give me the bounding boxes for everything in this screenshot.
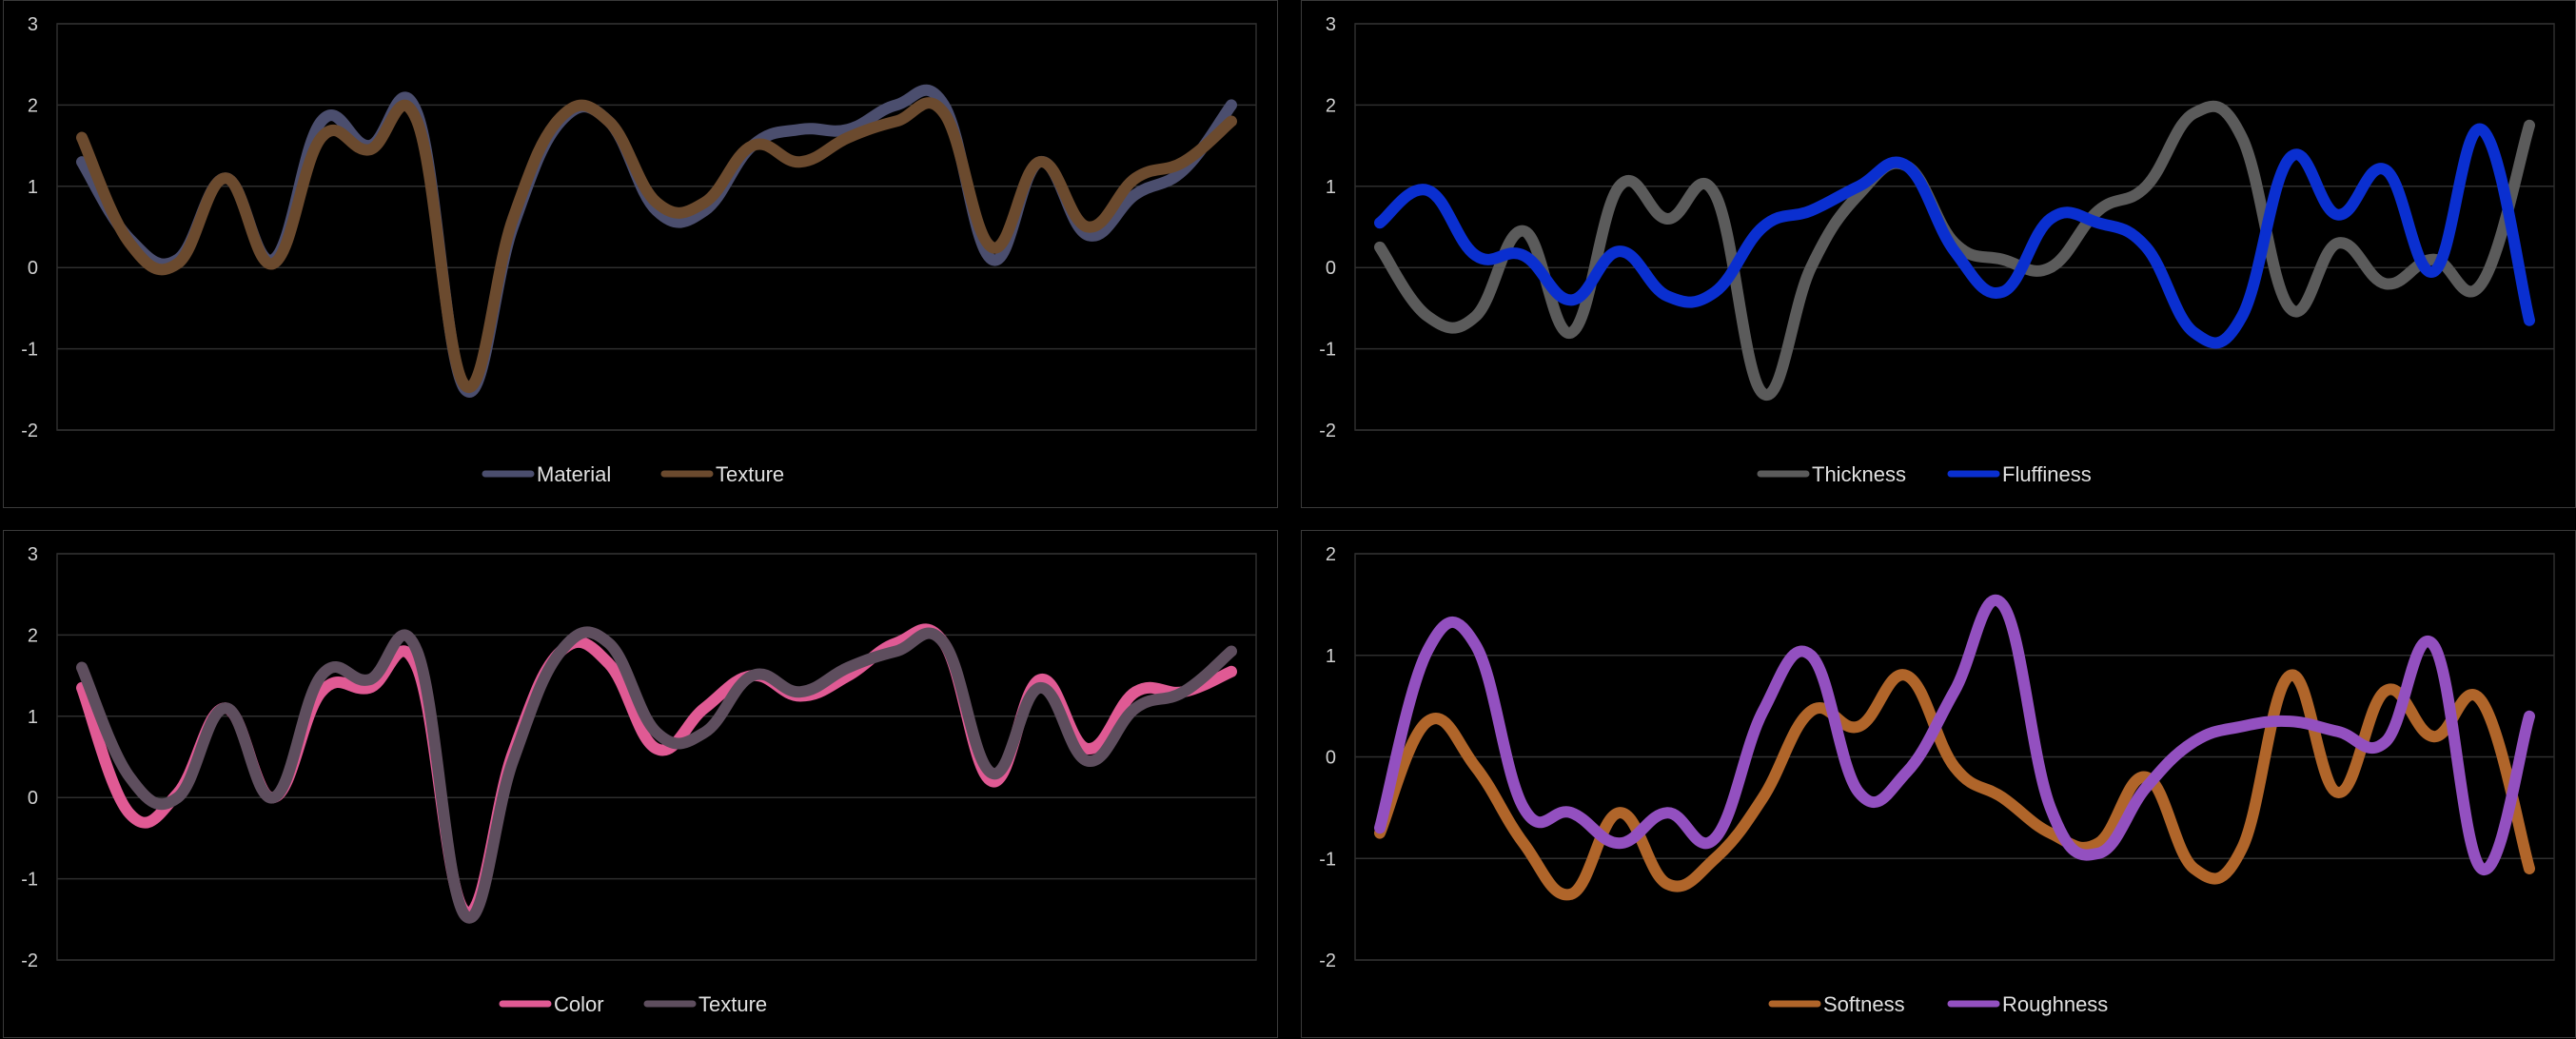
line-chart-thickness-fluffiness: 3 2 1 0 -1 -2 Thickness Fluffiness xyxy=(1319,14,2555,486)
legend-label-softness: Softness xyxy=(1823,992,1905,1016)
y-tick-label: 3 xyxy=(28,544,38,565)
y-tick-label: 2 xyxy=(1326,95,1336,116)
y-tick-label: 0 xyxy=(28,788,38,809)
chart-panel-top-left: 3 2 1 0 -1 -2 Material Texture xyxy=(3,0,1278,508)
y-tick-label: -2 xyxy=(1319,951,1336,971)
y-tick-label: 2 xyxy=(1326,544,1336,565)
y-tick-label: -1 xyxy=(21,340,38,361)
chart-panel-bottom-left: 3 2 1 0 -1 -2 Color Texture xyxy=(3,530,1278,1038)
y-tick-label: 2 xyxy=(28,625,38,646)
y-tick-label: 0 xyxy=(1326,258,1336,279)
y-tick-label: -1 xyxy=(21,870,38,891)
plot-area-border xyxy=(56,553,1257,961)
y-tick-label: 1 xyxy=(1326,177,1336,198)
y-tick-label: -2 xyxy=(21,951,38,971)
legend-label-material: Material xyxy=(537,462,611,486)
line-chart-material-texture: 3 2 1 0 -1 -2 Material Texture xyxy=(21,14,1257,486)
y-tick-label: 0 xyxy=(1326,748,1336,769)
y-tick-label: -1 xyxy=(1319,340,1336,361)
y-tick-label: 3 xyxy=(28,14,38,35)
line-chart-softness-roughness: 2 1 0 -1 -2 Softness Roughness xyxy=(1319,544,2555,1016)
series-line-softness xyxy=(1374,669,2535,901)
chart-panel-top-right: 3 2 1 0 -1 -2 Thickness Fluffiness xyxy=(1301,0,2576,508)
plot-area-border xyxy=(56,23,1257,431)
plot-area-border xyxy=(1354,553,2555,961)
legend-label-texture: Texture xyxy=(716,462,784,486)
y-tick-label: 3 xyxy=(1326,14,1336,35)
y-tick-label: 1 xyxy=(1326,646,1336,667)
y-tick-label: -2 xyxy=(21,421,38,441)
legend-label-thickness: Thickness xyxy=(1812,462,1906,486)
legend-label-fluffiness: Fluffiness xyxy=(2002,462,2092,486)
y-tick-label: 2 xyxy=(28,95,38,116)
y-tick-label: 1 xyxy=(28,707,38,728)
legend-label-texture: Texture xyxy=(698,992,767,1016)
legend-label-roughness: Roughness xyxy=(2002,992,2108,1016)
chart-panel-bottom-right: 2 1 0 -1 -2 Softness Roughness xyxy=(1301,530,2576,1038)
y-tick-label: 1 xyxy=(28,177,38,198)
line-chart-color-texture: 3 2 1 0 -1 -2 Color Texture xyxy=(21,544,1257,1016)
series-line-texture xyxy=(76,97,1237,394)
plot-area-border xyxy=(1354,23,2555,431)
y-tick-label: 0 xyxy=(28,258,38,279)
y-tick-label: -1 xyxy=(1319,849,1336,870)
series-line-fluffiness xyxy=(1374,123,2535,349)
y-tick-label: -2 xyxy=(1319,421,1336,441)
series-line-texture xyxy=(76,626,1237,924)
legend-label-color: Color xyxy=(554,992,604,1016)
series-line-roughness xyxy=(1374,594,2535,875)
